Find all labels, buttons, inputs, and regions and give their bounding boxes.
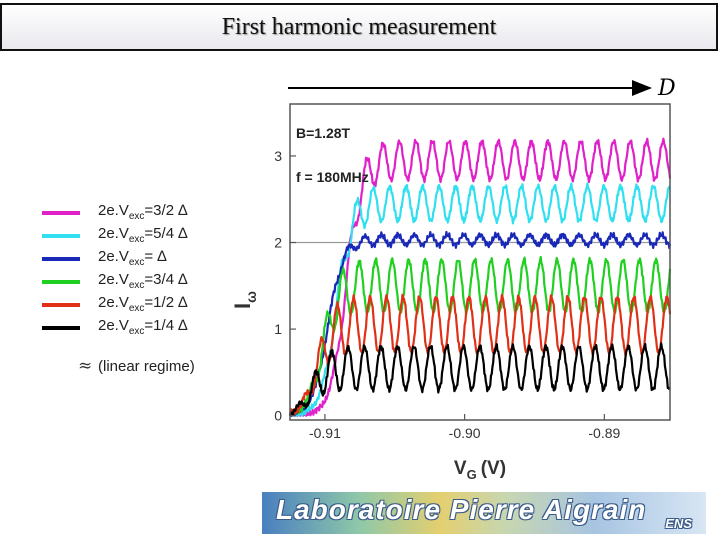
legend-swatch xyxy=(42,326,80,330)
direction-arrow-label: D xyxy=(657,76,676,101)
x-axis-label-unit: (V) xyxy=(481,458,506,479)
y-axis-label-sub: ω xyxy=(243,291,259,303)
series-line xyxy=(288,293,672,416)
legend-item: 2e.Vexc=1/2 ∆ xyxy=(38,292,258,314)
legend-label: 2e.Vexc=3/2 ∆ xyxy=(98,202,188,222)
legend-label: 2e.Vexc= ∆ xyxy=(98,248,167,268)
x-tick-label: -0.91 xyxy=(309,425,341,441)
x-tick-label: -0.89 xyxy=(588,425,620,441)
slide-title: First harmonic measurement xyxy=(221,13,497,40)
x-axis-label: VG (V) xyxy=(454,458,506,482)
annotation-field: B=1.28T xyxy=(296,125,351,141)
x-tick-label: -0.90 xyxy=(449,425,481,441)
y-tick-label: 2 xyxy=(274,235,282,251)
lab-logo-banner: Laboratoire Pierre Aigrain ENS xyxy=(262,492,706,534)
lab-logo-text: Laboratoire Pierre Aigrain xyxy=(276,494,647,525)
legend-note: (linear regime) xyxy=(98,358,195,375)
legend-label: 2e.Vexc=1/2 ∆ xyxy=(98,294,188,314)
legend: 2e.Vexc=3/2 ∆ 2e.Vexc=5/4 ∆ 2e.Vexc= ∆ 2… xyxy=(38,200,258,380)
legend-item: 2e.Vexc= ∆ xyxy=(38,246,258,268)
legend-swatch xyxy=(42,257,80,261)
legend-swatch xyxy=(42,234,80,238)
legend-swatch xyxy=(42,211,80,215)
legend-label: 2e.Vexc=1/4 ∆ xyxy=(98,317,188,337)
legend-swatch xyxy=(42,303,80,307)
y-axis-label-main: I xyxy=(230,303,255,309)
x-axis-label-sub: G xyxy=(467,467,477,482)
lab-logo-subtext: ENS xyxy=(665,516,692,531)
svg-text:Iω: Iω xyxy=(230,291,259,309)
legend-item: 2e.Vexc=5/4 ∆ xyxy=(38,223,258,245)
y-tick-label: 3 xyxy=(274,148,282,164)
series-line xyxy=(289,230,672,417)
y-tick-label: 1 xyxy=(274,321,282,337)
series-line xyxy=(288,182,672,417)
legend-label: 2e.Vexc=3/4 ∆ xyxy=(98,271,188,291)
x-axis-label-main: V xyxy=(454,458,467,479)
annotation-frequency: f = 180MHz xyxy=(296,169,369,185)
slide-title-bar: First harmonic measurement xyxy=(0,3,718,51)
y-axis-label: Iω xyxy=(230,291,259,309)
legend-item: 2e.Vexc=3/2 ∆ xyxy=(38,200,258,222)
chart-plot: D 0 1 2 3 -0.91 -0.90 -0.89 B=1.28T f = 180MHz… xyxy=(230,76,676,482)
legend-item: 2e.Vexc=3/4 ∆ xyxy=(38,269,258,291)
legend-label: 2e.Vexc=5/4 ∆ xyxy=(98,225,188,245)
y-tick-label: 0 xyxy=(274,408,282,424)
legend-swatch xyxy=(42,280,80,284)
approx-symbol: ≈ xyxy=(78,356,93,376)
plot-frame xyxy=(289,103,671,421)
legend-item: 2e.Vexc=1/4 ∆ xyxy=(38,315,258,337)
series-line xyxy=(289,255,672,416)
series-line xyxy=(288,342,671,416)
